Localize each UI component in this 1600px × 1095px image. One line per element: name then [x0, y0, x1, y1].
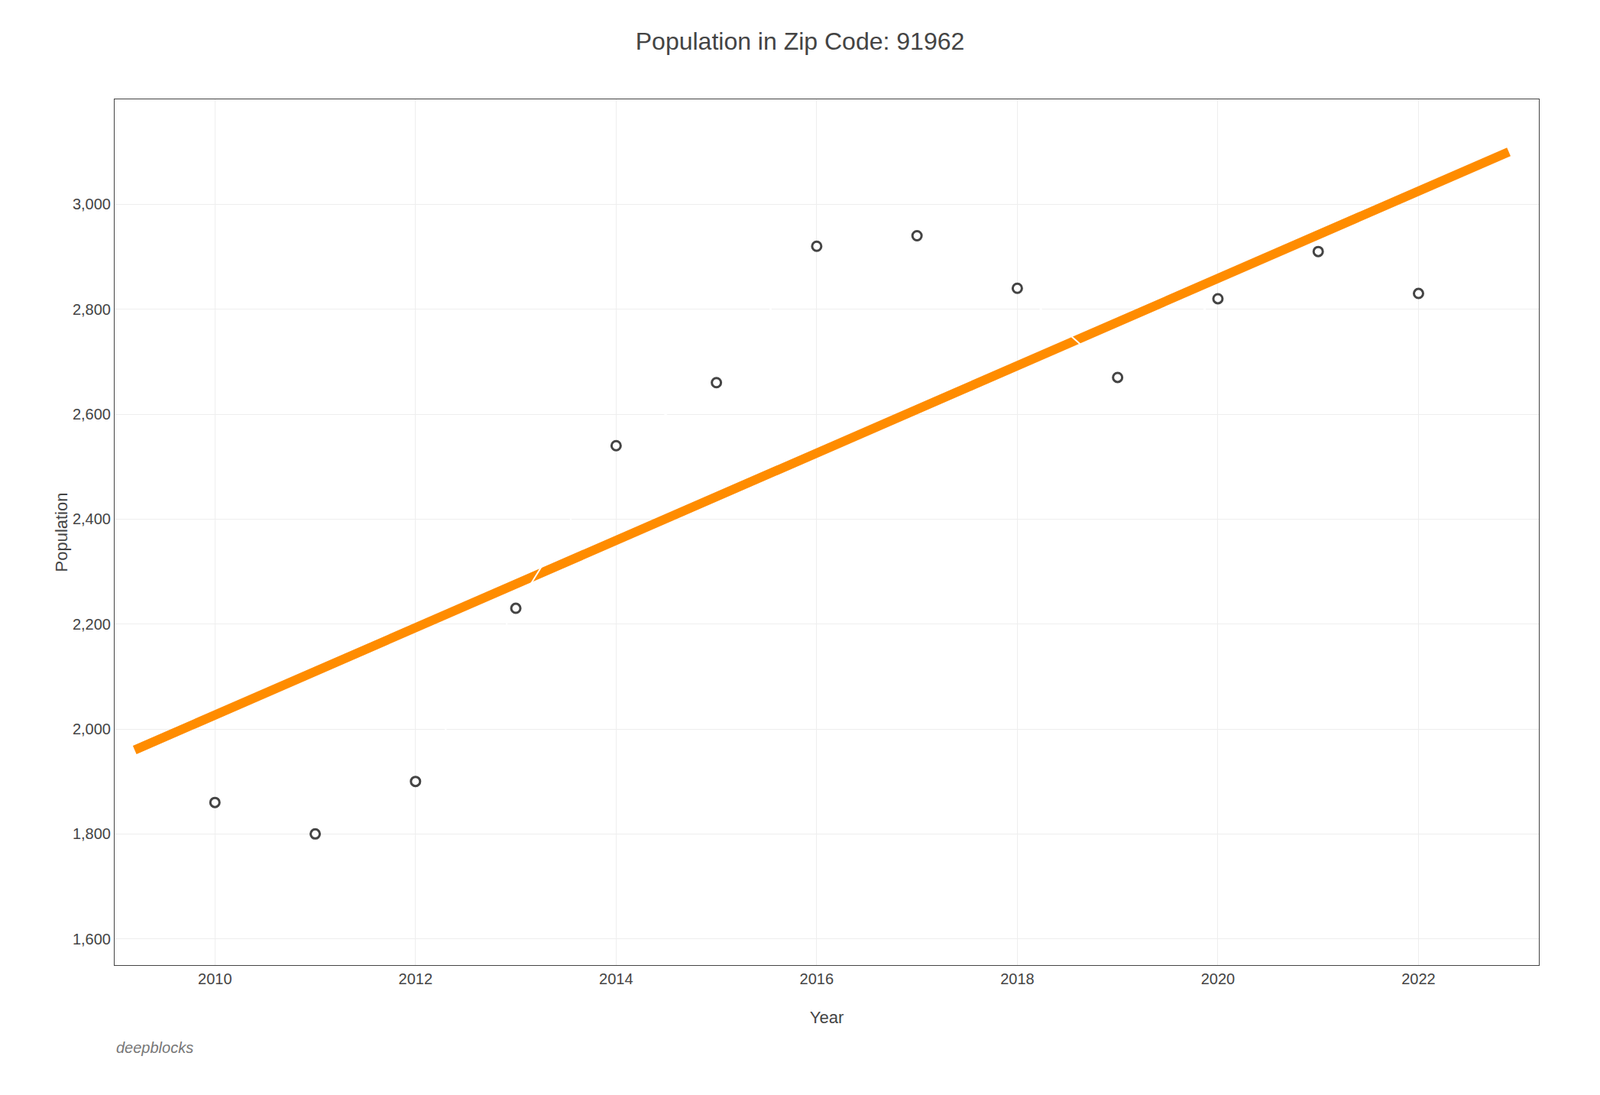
svg-text:Year: Year — [809, 1007, 844, 1027]
svg-text:2,600: 2,600 — [72, 405, 111, 423]
svg-text:Population in Zip Code: 91962: Population in Zip Code: 91962 — [635, 27, 966, 56]
svg-text:2018: 2018 — [1000, 970, 1035, 988]
svg-text:3,000: 3,000 — [72, 195, 111, 213]
svg-text:2,400: 2,400 — [72, 510, 111, 528]
svg-text:2022: 2022 — [1401, 970, 1436, 988]
svg-text:2,800: 2,800 — [72, 301, 111, 318]
svg-text:Population: Population — [51, 492, 72, 573]
svg-text:2012: 2012 — [398, 970, 434, 988]
svg-text:2020: 2020 — [1201, 970, 1236, 988]
svg-text:deepblocks: deepblocks — [116, 1039, 194, 1056]
svg-text:2,200: 2,200 — [72, 615, 111, 633]
svg-text:2,000: 2,000 — [72, 720, 111, 738]
svg-text:2010: 2010 — [197, 970, 233, 988]
svg-text:2014: 2014 — [599, 970, 634, 988]
svg-text:1,600: 1,600 — [72, 930, 111, 948]
svg-text:1,800: 1,800 — [72, 825, 111, 843]
svg-text:2016: 2016 — [800, 970, 835, 988]
